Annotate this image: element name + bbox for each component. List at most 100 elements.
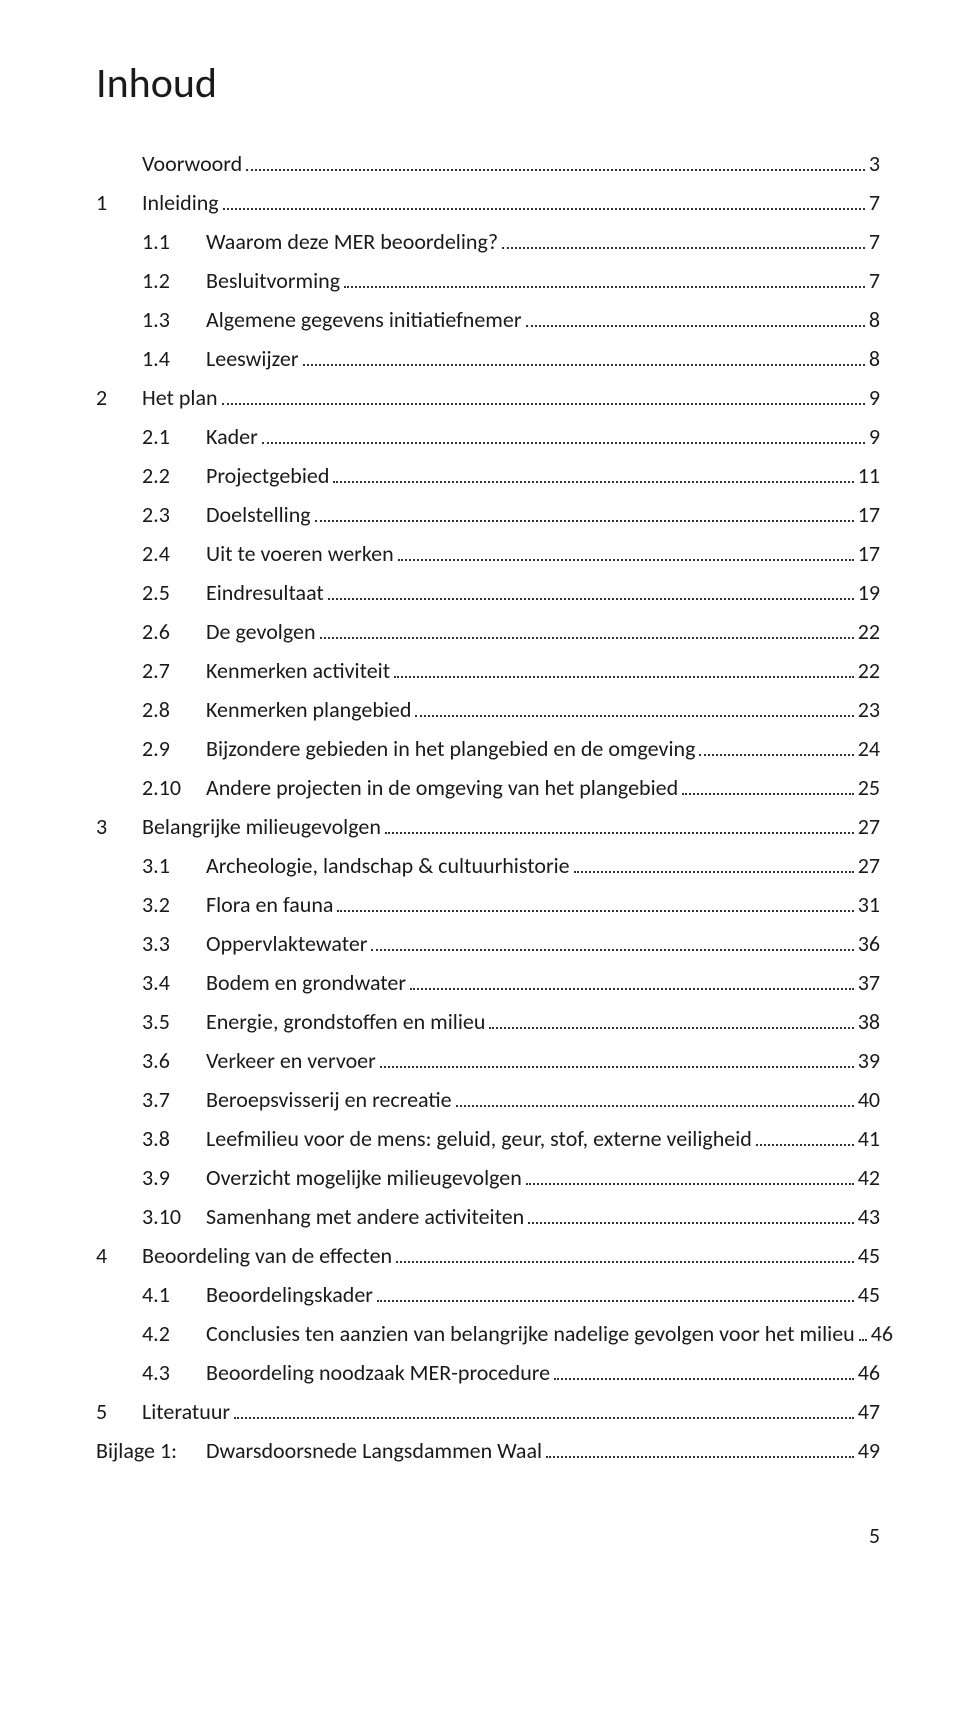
toc-label: Energie, grondstoffen en milieu (206, 1011, 485, 1033)
toc-section-number: 1.4 (142, 348, 206, 370)
toc-row: 3.4Bodem en grondwater37 (96, 972, 880, 994)
toc-row: 2.7Kenmerken activiteit22 (96, 660, 880, 682)
toc-leader (396, 1261, 854, 1263)
toc-row: 3.2Flora en fauna31 (96, 894, 880, 916)
toc-leader (554, 1378, 854, 1380)
toc-label: Beroepsvisserij en recreatie (206, 1089, 452, 1111)
toc-label: Archeologie, landschap & cultuurhistorie (206, 855, 570, 877)
toc-page: 8 (869, 309, 880, 331)
toc-page: 7 (869, 270, 880, 292)
toc-row: 2.1Kader9 (96, 426, 880, 448)
toc-leader (222, 403, 865, 405)
toc-label: Doelstelling (206, 504, 311, 526)
toc-label: Samenhang met andere activiteiten (206, 1206, 524, 1228)
toc-row: 3.9Overzicht mogelijke milieugevolgen42 (96, 1167, 880, 1189)
toc-row: 4.3Beoordeling noodzaak MER-procedure46 (96, 1362, 880, 1384)
toc-section-number: 2.4 (142, 543, 206, 565)
toc-row: 3.5Energie, grondstoffen en milieu38 (96, 1011, 880, 1033)
toc-page: 46 (858, 1362, 880, 1384)
toc-section-number: 2.3 (142, 504, 206, 526)
toc-page: 47 (858, 1401, 880, 1423)
toc-section-number: 2.8 (142, 699, 206, 721)
toc-leader (526, 325, 865, 327)
toc-row: 2.5Eindresultaat19 (96, 582, 880, 604)
toc-page: 39 (858, 1050, 880, 1072)
toc-label: Bijzondere gebieden in het plangebied en… (206, 738, 695, 760)
toc-leader (682, 793, 854, 795)
toc-row: 4Beoordeling van de effecten45 (96, 1245, 880, 1267)
toc-row: 4.1Beoordelingskader45 (96, 1284, 880, 1306)
toc-page: 46 (871, 1323, 893, 1345)
toc-chapter-number: 2 (96, 387, 142, 409)
toc-chapter-number: 4 (96, 1245, 142, 1267)
toc-section-number: 2.2 (142, 465, 206, 487)
toc-label: Literatuur (142, 1401, 230, 1423)
toc-leader (546, 1456, 854, 1458)
toc-row: 1.2Besluitvorming7 (96, 270, 880, 292)
toc-page: 31 (858, 894, 880, 916)
toc-row: 3.10Samenhang met andere activiteiten43 (96, 1206, 880, 1228)
toc-page: 41 (858, 1128, 880, 1150)
toc-row: 3Belangrijke milieugevolgen27 (96, 816, 880, 838)
toc-row: 5Literatuur 47 (96, 1401, 880, 1423)
toc-page: 38 (858, 1011, 880, 1033)
toc-row: Bijlage 1:Dwarsdoorsnede Langsdammen Waa… (96, 1440, 880, 1462)
toc-chapter-number: 1 (96, 192, 142, 214)
toc-page: 49 (858, 1440, 880, 1462)
toc-leader (371, 949, 853, 951)
toc-section-number: 3.9 (142, 1167, 206, 1189)
toc-page: 22 (858, 621, 880, 643)
toc-section-number: 2.6 (142, 621, 206, 643)
toc-label: Het plan (142, 387, 218, 409)
toc-label: Voorwoord (142, 153, 242, 175)
toc-row: 4.2Conclusies ten aanzien van belangrijk… (96, 1323, 880, 1345)
toc-section-number: 3.4 (142, 972, 206, 994)
page-number: 5 (96, 1522, 880, 1549)
toc-page: 17 (858, 543, 880, 565)
toc-row: 3.1Archeologie, landschap & cultuurhisto… (96, 855, 880, 877)
toc-page: 40 (858, 1089, 880, 1111)
toc-label: Conclusies ten aanzien van belangrijke n… (206, 1323, 855, 1345)
toc-label: Kader (206, 426, 258, 448)
toc-label: Projectgebied (206, 465, 329, 487)
toc-leader (385, 832, 854, 834)
toc-section-number: 4.3 (142, 1362, 206, 1384)
toc-page: 45 (858, 1284, 880, 1306)
toc-leader (223, 208, 865, 210)
toc-leader (410, 988, 854, 990)
toc-label: Kenmerken activiteit (206, 660, 390, 682)
toc-leader (377, 1300, 854, 1302)
toc-page: 36 (858, 933, 880, 955)
toc-page: 43 (858, 1206, 880, 1228)
toc-section-number: 1.3 (142, 309, 206, 331)
toc-leader (262, 442, 865, 444)
toc-row: 1Inleiding7 (96, 192, 880, 214)
toc-leader (699, 754, 853, 756)
toc-page: 9 (869, 387, 880, 409)
toc-chapter-number: 3 (96, 816, 142, 838)
toc-label: Dwarsdoorsnede Langsdammen Waal (206, 1440, 542, 1462)
toc-chapter-number: 5 (96, 1401, 142, 1423)
page-title: Inhoud (96, 58, 880, 109)
toc-page: 42 (858, 1167, 880, 1189)
toc-page: 24 (858, 738, 880, 760)
toc-page: 17 (858, 504, 880, 526)
toc-label: Eindresultaat (206, 582, 324, 604)
toc-page: 45 (858, 1245, 880, 1267)
toc-leader (234, 1417, 854, 1419)
toc-row: 1.3Algemene gegevens initiatiefnemer8 (96, 309, 880, 331)
toc-leader (526, 1183, 854, 1185)
toc-section-number: 3.8 (142, 1128, 206, 1150)
toc-label: Andere projecten in de omgeving van het … (206, 777, 678, 799)
toc-page: 3 (869, 153, 880, 175)
toc-row: 2.8Kenmerken plangebied23 (96, 699, 880, 721)
toc-section-number: 4.2 (142, 1323, 206, 1345)
toc-leader (320, 637, 854, 639)
toc-row: Voorwoord 3 (96, 153, 880, 175)
toc-section-number: 3.6 (142, 1050, 206, 1072)
toc-leader (380, 1066, 854, 1068)
toc-leader (489, 1027, 853, 1029)
toc-leader (246, 169, 865, 171)
toc-leader (303, 364, 865, 366)
toc-row: 2.6De gevolgen22 (96, 621, 880, 643)
